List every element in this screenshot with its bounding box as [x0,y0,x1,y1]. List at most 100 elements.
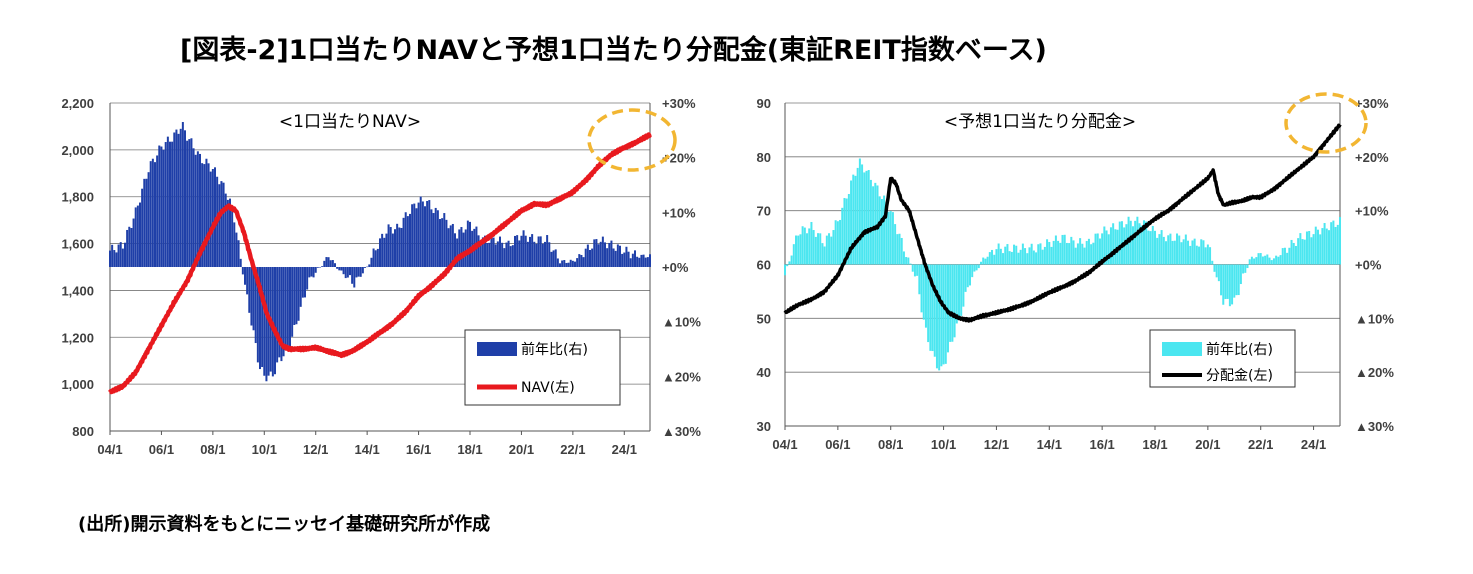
bar [1087,238,1090,265]
bar [1140,225,1143,265]
bar [1301,239,1304,265]
bar [387,224,390,267]
bar [1037,244,1040,265]
bar [381,233,384,267]
bar [1006,244,1009,265]
bar [953,264,956,338]
bar [1275,255,1278,265]
x-tick-label: 08/1 [878,437,903,452]
bar [291,267,294,337]
bar [214,167,216,267]
bar [1286,252,1289,265]
bar [533,241,536,267]
bar [1035,252,1038,265]
bar [957,264,960,317]
legend-box [1149,329,1296,388]
bar [819,233,822,265]
bar [1138,223,1141,265]
bar [825,235,828,265]
bar [578,254,581,267]
bar [995,249,998,265]
bar [145,178,148,267]
bar [231,206,234,267]
bar [173,132,176,267]
bar [259,267,261,370]
bar [413,203,416,267]
bar [1239,264,1242,285]
bar [1167,235,1170,265]
bar [299,267,302,307]
bar [449,225,452,267]
bar [529,236,531,267]
bar [203,164,206,267]
bar [1299,233,1302,265]
bar [792,244,795,265]
bar [434,207,437,267]
bar [295,267,298,325]
bar [1176,233,1179,265]
bar [1202,240,1205,265]
highlight-ellipse [1284,92,1368,154]
bar [411,204,414,267]
bar [1272,258,1275,265]
bar [788,261,791,265]
x-tick-label: 12/1 [303,442,328,457]
bar [606,248,609,267]
bar [1076,243,1079,265]
nav-chart: 800 1,000 1,200 1,400 1,600 1,800 2,000 2,200 ▲3… [61,96,701,457]
bar [576,258,579,267]
bar [601,236,604,267]
bar [832,230,835,265]
x-tick-label: 06/1 [825,437,850,452]
bar [334,263,336,267]
bar [456,238,459,267]
bar [1032,250,1035,265]
bar [874,182,877,265]
bar [368,264,371,267]
bar [1048,241,1051,265]
bar [488,242,491,267]
bar [1074,247,1077,265]
bar [175,129,178,267]
y-right-tick-label: +30% [662,96,696,111]
bar [524,235,527,267]
bar [325,257,328,267]
bar [312,267,315,278]
bar [1030,243,1033,265]
bar [1028,247,1031,265]
y-right-tick-label: +10% [1355,204,1389,219]
bar [1021,243,1024,265]
bar [445,219,448,267]
distribution-chart: 30 40 50 60 70 80 90 ▲30% ▲20% ▲10% +0% +10% +20% +30… [757,92,1394,452]
bar [1334,226,1337,265]
bar [1217,264,1220,282]
bar [1068,243,1071,265]
bar [154,162,156,267]
bar [514,235,516,267]
bar [477,235,480,267]
x-tick-label: 10/1 [931,437,956,452]
bar [1330,222,1333,265]
x-tick-label: 20/1 [509,442,534,457]
bar-series [784,158,1341,371]
bar [1019,249,1022,265]
bar [790,255,793,265]
bar [237,240,240,267]
bar [1237,264,1240,296]
bar [359,267,362,277]
bar [1235,264,1238,296]
bar [1226,264,1229,299]
bar [625,246,628,267]
bar [856,167,859,265]
bar [211,169,214,267]
bar [184,130,186,267]
bar [821,243,824,265]
bar [942,264,945,365]
bar [1059,242,1062,265]
bar [1215,264,1218,278]
bar [638,257,641,267]
bar [329,260,332,267]
y-left-tick-label: 1,400 [61,283,94,298]
bar [501,242,504,267]
y-right-tick-label: +10% [662,205,696,220]
